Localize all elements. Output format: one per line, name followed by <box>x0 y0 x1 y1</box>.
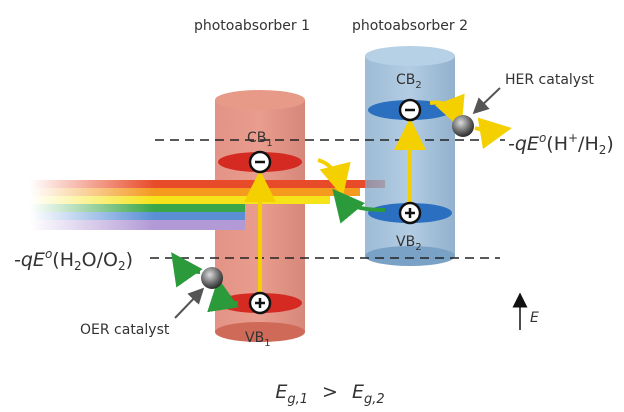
potential-label: -qEo(H2O/O2) <box>14 247 133 273</box>
p: 2 <box>118 259 126 273</box>
p: 2 <box>74 259 82 273</box>
p: -q <box>14 249 33 271</box>
header: photoabsorber 1 <box>194 18 310 34</box>
diagram: photoabsorber 1 photoabsorber 2 <box>0 0 624 412</box>
p: > <box>322 381 338 403</box>
p: o <box>539 131 546 145</box>
catalyst-label: HER catalyst <box>505 72 594 88</box>
p: g,1 <box>287 392 308 407</box>
energy-axis-label: E <box>530 310 539 326</box>
potential-label: -qEo(H+/H2) <box>508 131 614 157</box>
p: (H <box>546 133 568 155</box>
band-name: VB <box>396 234 415 250</box>
bandgap-relation: Eg,1 > Eg,2 <box>275 381 384 407</box>
band-sub: 1 <box>264 338 270 349</box>
oer-catalyst <box>201 267 223 289</box>
p: E <box>33 249 45 271</box>
band-name: CB <box>396 72 415 88</box>
her-catalyst <box>452 115 474 137</box>
band-sub: 2 <box>415 242 421 253</box>
p: (H <box>52 249 74 271</box>
p: E <box>352 381 364 403</box>
p: o <box>45 247 52 261</box>
p: -q <box>508 133 527 155</box>
band-name: VB <box>245 330 264 346</box>
p: /H <box>578 133 599 155</box>
p: E <box>275 381 287 403</box>
band-name: CB <box>247 130 266 146</box>
p: E <box>527 133 539 155</box>
p: ) <box>606 133 613 155</box>
p: 2 <box>599 143 607 157</box>
p: + <box>568 131 578 145</box>
band-sub: 1 <box>266 138 272 149</box>
p: g,2 <box>364 392 385 407</box>
p: ) <box>126 249 133 271</box>
catalyst-label: OER catalyst <box>80 322 170 338</box>
header: photoabsorber 2 <box>352 18 468 34</box>
band-sub: 2 <box>415 80 421 91</box>
p: O/O <box>82 249 118 271</box>
light-beam <box>30 180 385 230</box>
